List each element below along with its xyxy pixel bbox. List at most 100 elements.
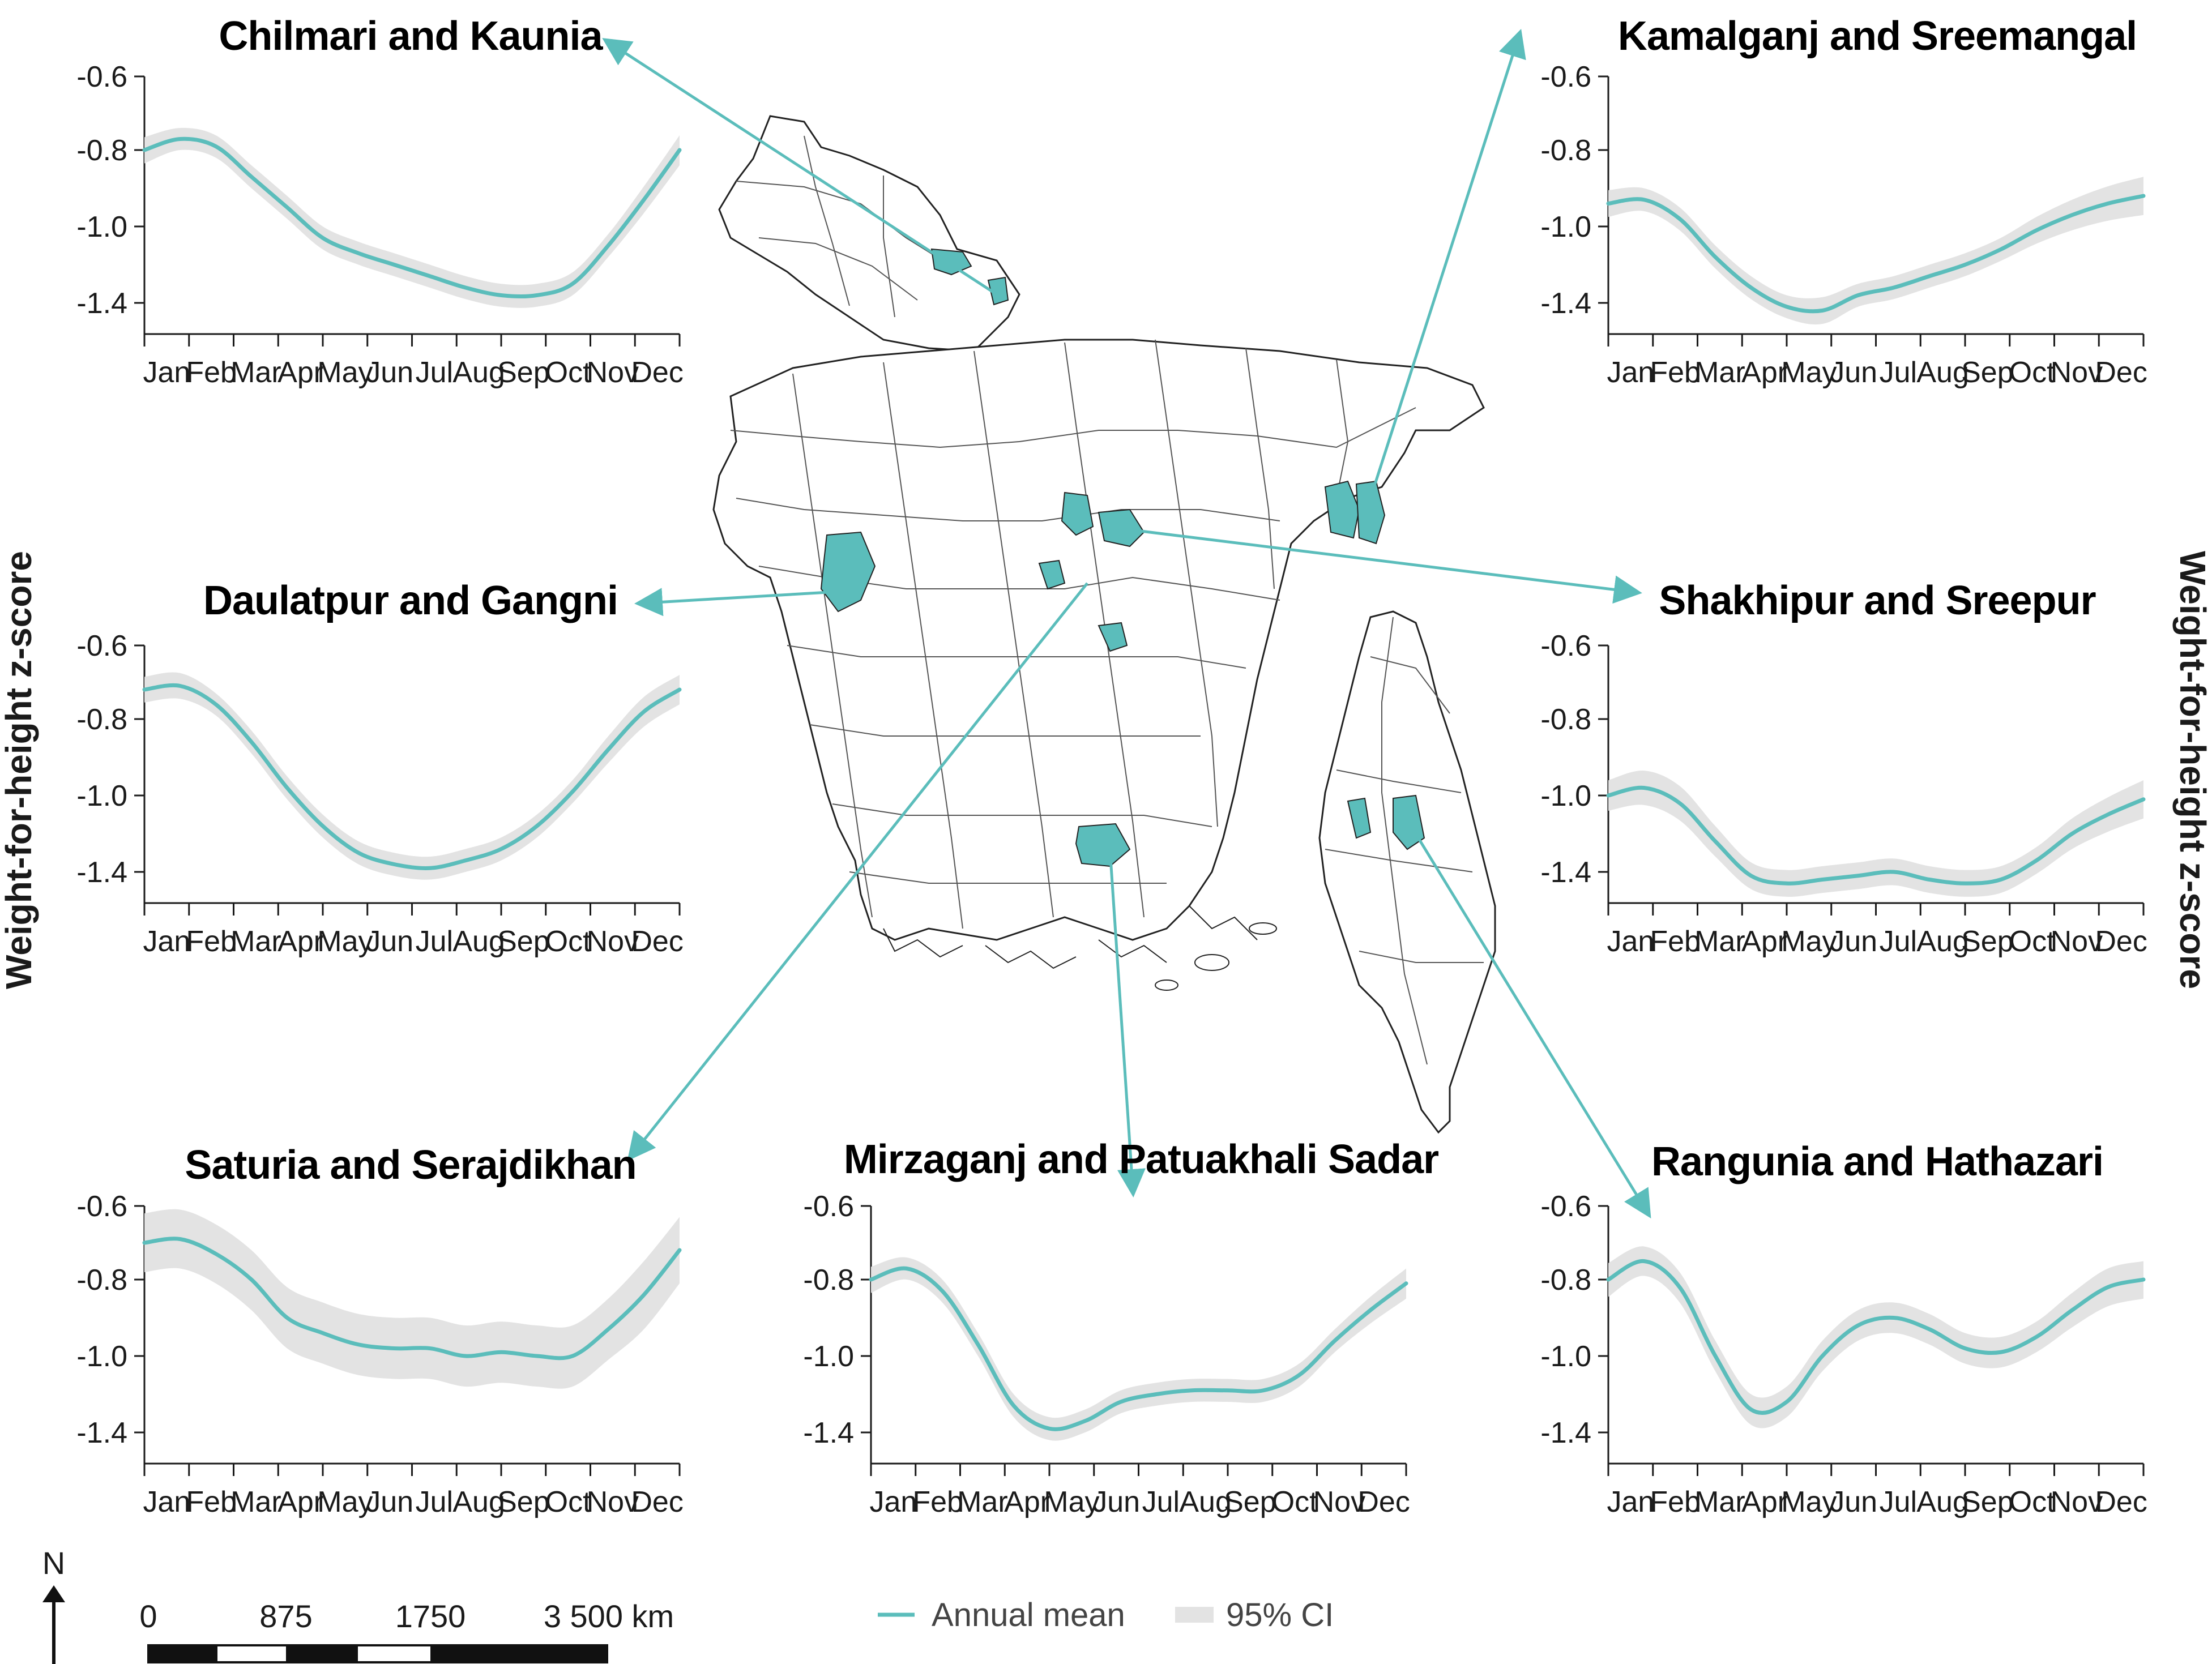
data-point <box>464 286 467 289</box>
data-point <box>1821 878 1824 881</box>
y-tick-label: -1.4 <box>803 1417 854 1449</box>
data-point <box>1607 794 1609 797</box>
x-tick-label: Mar <box>957 1486 1008 1518</box>
district-shakhipur <box>1061 491 1094 536</box>
data-point <box>2035 1336 2038 1338</box>
data-point <box>870 1278 872 1281</box>
chart-title: Chilmari and Kaunia <box>219 14 603 59</box>
data-point <box>2035 859 2038 862</box>
ci-band <box>1608 177 2143 325</box>
data-point <box>1786 882 1788 885</box>
y-tick-label: -0.8 <box>803 1264 854 1297</box>
data-point <box>1714 1355 1716 1357</box>
arrow-saturia <box>627 582 1088 1161</box>
data-point <box>906 1267 908 1270</box>
chart-title: Mirzaganj and Patuakhali Sadar <box>844 1137 1438 1182</box>
scale-label-3500: 3 500 km <box>544 1598 674 1634</box>
x-tick-label: Jun <box>1830 1486 1877 1518</box>
arrow-mirzaganj <box>1108 849 1146 1197</box>
mean-line <box>1606 785 2146 886</box>
mean-line <box>142 683 682 870</box>
district-saturia <box>1038 559 1066 590</box>
ci-band <box>144 672 680 880</box>
x-tick-label: Jan <box>1607 356 1654 389</box>
x-tick-label: Nov <box>587 356 639 389</box>
data-point <box>1964 263 1966 266</box>
data-point <box>643 198 645 201</box>
y-tick-label: -1.4 <box>76 1417 127 1449</box>
district-kamalganj <box>1324 480 1360 539</box>
x-tick-label: Aug <box>1916 1486 1969 1518</box>
x-tick-label: Oct <box>1272 1486 1318 1518</box>
x-tick-label: Oct <box>545 925 591 958</box>
data-point <box>1227 1389 1229 1392</box>
x-tick-label: Oct <box>2009 356 2055 389</box>
data-point <box>1928 275 1931 277</box>
chart-title: Saturia and Serajdikhan <box>185 1143 636 1188</box>
mean-line <box>142 136 682 299</box>
data-point <box>2000 878 2002 881</box>
x-tick-label: Jun <box>366 1486 413 1518</box>
data-point <box>2107 1286 2109 1289</box>
data-point <box>1750 1408 1752 1411</box>
data-point <box>1714 256 1716 258</box>
x-tick-label: Jan <box>1607 1486 1654 1518</box>
x-tick-label: Aug <box>1916 356 1969 389</box>
data-point <box>322 237 324 239</box>
x-tick-label: Feb <box>912 1486 963 1518</box>
x-tick-label: Jun <box>366 356 413 389</box>
x-tick-label: Feb <box>1650 356 1701 389</box>
data-point <box>143 149 146 151</box>
x-tick-label: Jun <box>366 925 413 958</box>
x-tick-label: Apr <box>1004 1486 1050 1518</box>
data-point <box>607 748 609 751</box>
data-point <box>643 1294 645 1296</box>
x-tick-label: Oct <box>2009 1486 2055 1518</box>
y-tick-label: -0.8 <box>1540 703 1591 736</box>
data-point <box>2000 1351 2002 1354</box>
y-tick-label: -1.4 <box>76 287 127 320</box>
y-tick-label: -0.6 <box>76 630 127 662</box>
x-tick-label: Mar <box>230 925 281 958</box>
data-point <box>1298 1374 1300 1376</box>
x-tick-label: Aug <box>452 1486 505 1518</box>
data-point <box>1928 1328 1931 1331</box>
x-tick-label: Jul <box>416 1486 453 1518</box>
x-tick-label: Nov <box>587 1486 639 1518</box>
map-southeast-region <box>1318 610 1496 1134</box>
x-tick-label: Apr <box>1741 356 1787 389</box>
x-tick-label: Oct <box>545 1486 591 1518</box>
data-point <box>1155 1393 1158 1396</box>
data-point <box>429 867 431 870</box>
chart-panel-rangunia: Rangunia and Hathazari -0.6 -0.8 -1.0 -1.4 Ja… <box>1540 1139 2147 1518</box>
data-point <box>1334 1340 1336 1342</box>
data-point <box>322 1332 324 1334</box>
ci-band <box>144 1209 680 1389</box>
x-tick-label: Nov <box>2051 356 2103 389</box>
y-tick-label: -0.8 <box>76 703 127 736</box>
data-point <box>1964 882 1966 885</box>
bangladesh-map <box>712 115 1496 1134</box>
data-point <box>215 1252 217 1255</box>
data-point <box>357 852 360 854</box>
data-point <box>1786 1401 1788 1403</box>
x-tick-label: Apr <box>1741 1486 1787 1518</box>
x-tick-label: Apr <box>277 356 323 389</box>
x-tick-label: Mar <box>1694 356 1745 389</box>
data-point <box>429 275 431 277</box>
data-point <box>322 825 324 827</box>
data-point <box>500 294 502 297</box>
y-tick-label: -1.0 <box>803 1340 854 1373</box>
data-point <box>1928 878 1931 881</box>
chart-panel-chilmari: Chilmari and Kaunia -0.6 -0.8 -1.0 -1.4 JanFe… <box>76 14 683 389</box>
x-tick-label: Jun <box>1830 356 1877 389</box>
y-tick-label: -0.8 <box>76 134 127 167</box>
mean-line <box>1606 194 2146 314</box>
y-tick-label: -0.6 <box>76 1190 127 1223</box>
data-point <box>1679 802 1681 805</box>
data-point <box>1643 786 1645 789</box>
data-point <box>250 1278 253 1281</box>
data-point <box>1821 309 1824 312</box>
x-tick-label: Jun <box>1092 1486 1140 1518</box>
data-point <box>1048 1427 1051 1430</box>
